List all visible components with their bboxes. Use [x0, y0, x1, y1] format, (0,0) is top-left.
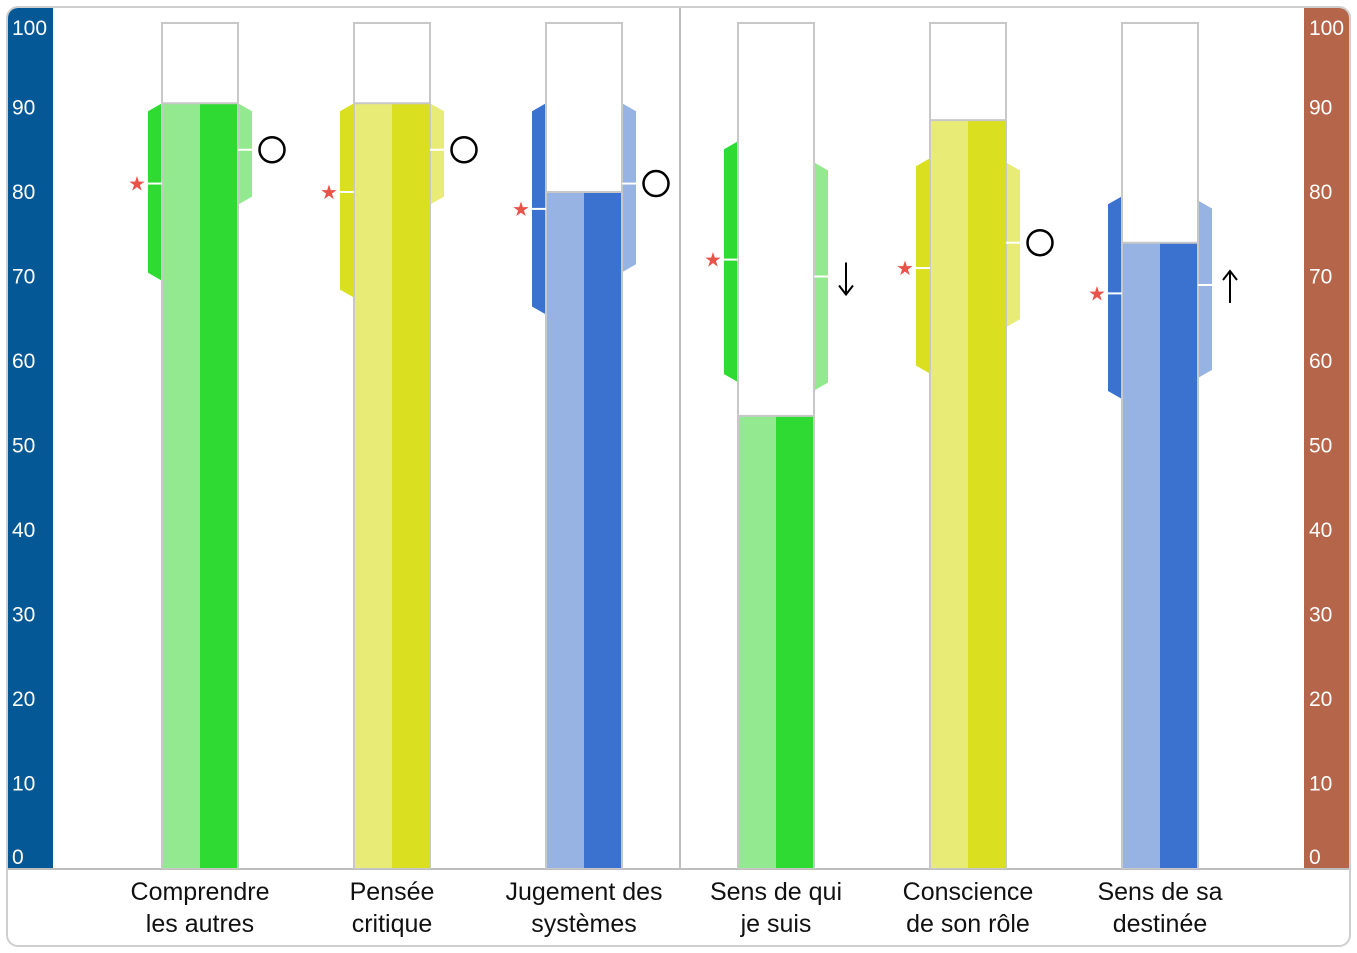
y-tick-label-right: 50 [1309, 435, 1332, 458]
right-band [238, 103, 252, 205]
star-marker: ★ [128, 172, 146, 196]
y-tick-label-right: 100 [1309, 17, 1344, 40]
bar-fill-light [739, 415, 777, 868]
category-label: systèmes [531, 910, 637, 938]
y-tick-label-right: 80 [1309, 181, 1332, 204]
category-label: Jugement des [505, 878, 662, 906]
right-axis-bar [1304, 8, 1349, 869]
left-band [1108, 196, 1122, 400]
y-tick-label-left: 50 [12, 435, 35, 458]
y-tick-label-left: 10 [12, 773, 35, 796]
y-tick-label-right: 20 [1309, 688, 1332, 711]
category-label: de son rôle [906, 910, 1030, 938]
y-tick-label-left: 40 [12, 519, 35, 542]
y-tick-label-right: 0 [1309, 846, 1321, 869]
y-tick-label-left: 70 [12, 266, 35, 289]
left-band [148, 103, 162, 281]
bar-fill-dark [392, 103, 429, 868]
circle-marker [1026, 228, 1054, 257]
y-tick-label-right: 60 [1309, 350, 1332, 373]
chart: 0 0 10 10 20 20 30 30 40 40 50 50 60 60 70 70 80 80 90 90 10… [8, 8, 1349, 938]
bar-fill-light [355, 103, 393, 868]
bar-fill-dark [968, 120, 1005, 869]
category-label: Sens de sa [1097, 878, 1222, 906]
right-band [622, 103, 636, 273]
arrow-head [838, 284, 854, 297]
left-band [340, 103, 354, 298]
right-band [1006, 162, 1020, 328]
bar-fill-light [931, 120, 969, 869]
bar-fill-dark [1160, 242, 1197, 868]
y-tick-label-right: 10 [1309, 773, 1332, 796]
y-tick-label-right: 70 [1309, 266, 1332, 289]
category-label: Pensée [350, 878, 435, 906]
bar-fill-dark [776, 415, 813, 868]
left-axis-bar [8, 8, 53, 869]
arrow-head [1222, 269, 1238, 281]
circle-marker [258, 136, 286, 164]
category-label: Conscience [903, 878, 1034, 906]
category-label: critique [352, 910, 433, 938]
right-band [430, 103, 444, 205]
star-marker: ★ [896, 256, 914, 280]
y-tick-label-left: 20 [12, 688, 35, 711]
bar-fill-light [547, 192, 585, 868]
chart-frame: 0 0 10 10 20 20 30 30 40 40 50 50 60 60 70 70 80 80 90 90 10… [6, 6, 1351, 947]
y-tick-label-right: 90 [1309, 97, 1332, 120]
category-label: les autres [146, 910, 254, 938]
category-label: Comprendre [131, 878, 270, 906]
y-tick-label-left: 80 [12, 181, 35, 204]
circle-marker [642, 169, 670, 198]
category-label: je suis [740, 910, 812, 938]
bar-fill-dark [200, 103, 237, 868]
star-marker: ★ [704, 248, 722, 272]
category-label: Sens de qui [710, 878, 842, 906]
y-tick-label-left: 0 [12, 846, 24, 869]
left-band [724, 141, 738, 383]
y-tick-label-left: 90 [12, 97, 35, 120]
y-tick-label-right: 40 [1309, 519, 1332, 542]
category-label: destinée [1113, 910, 1208, 938]
y-tick-label-left: 60 [12, 350, 35, 373]
star-marker: ★ [320, 180, 338, 204]
y-tick-label-left: 100 [12, 17, 47, 40]
left-band [916, 158, 930, 374]
circle-marker [450, 136, 478, 164]
y-tick-label-right: 30 [1309, 604, 1332, 627]
right-band [1198, 200, 1212, 378]
bar-fill-light [1123, 242, 1161, 868]
star-marker: ★ [512, 197, 530, 221]
bar-fill-dark [584, 192, 621, 868]
y-tick-label-left: 30 [12, 604, 35, 627]
bar-fill-light [163, 103, 201, 868]
star-marker: ★ [1088, 281, 1106, 305]
